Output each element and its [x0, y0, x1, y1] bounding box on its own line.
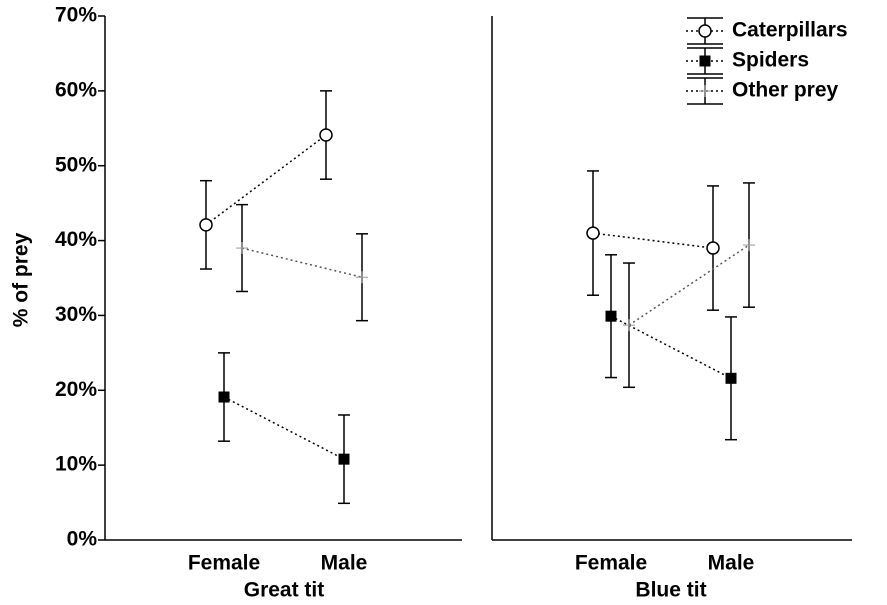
marker [200, 219, 212, 231]
series-line [224, 397, 344, 459]
legend-label: Other prey [732, 79, 839, 102]
legend-marker [699, 85, 711, 97]
y-axis-label: % of prey [10, 232, 33, 327]
x-tick-label: Male [708, 552, 755, 575]
marker [236, 242, 248, 254]
y-tick-label: 20% [55, 378, 97, 401]
series [587, 171, 719, 310]
legend-entry: Caterpillars [686, 18, 848, 44]
marker [356, 271, 368, 283]
marker [587, 227, 599, 239]
marker [707, 242, 719, 254]
x-tick-label: Female [575, 552, 647, 575]
y-tick-label: 70% [55, 4, 97, 27]
legend-marker [699, 25, 711, 37]
legend-entry: Spiders [686, 48, 809, 74]
series-line [593, 233, 713, 248]
legend-label: Spiders [732, 49, 809, 72]
legend-marker [700, 56, 711, 67]
x-tick-label: Female [188, 552, 260, 575]
marker [339, 454, 350, 465]
series [200, 91, 332, 269]
series [605, 255, 737, 440]
series [623, 183, 755, 387]
y-tick-label: 30% [55, 303, 97, 326]
y-tick-label: 0% [67, 528, 98, 551]
series-line [629, 245, 749, 325]
y-tick-label: 60% [55, 78, 97, 101]
series-line [206, 135, 326, 225]
marker [606, 311, 617, 322]
series [218, 353, 350, 503]
legend-entry: Other prey [686, 78, 839, 104]
x-tick-label: Male [321, 552, 368, 575]
marker [743, 239, 755, 251]
marker [219, 392, 230, 403]
series-line [242, 248, 362, 277]
legend-label: Caterpillars [732, 19, 848, 42]
y-tick-label: 40% [55, 228, 97, 251]
chart: 0% 10% 20% 30% 40% 50% 60% 70% % of prey Female Ma… [0, 0, 887, 605]
x-axis-label: Great tit [244, 579, 325, 602]
marker [623, 319, 635, 331]
x-axis-label: Blue tit [635, 579, 706, 602]
y-tick-label: 50% [55, 153, 97, 176]
y-tick-label: 10% [55, 453, 97, 476]
marker [320, 129, 332, 141]
series [236, 205, 368, 321]
marker [726, 373, 737, 384]
